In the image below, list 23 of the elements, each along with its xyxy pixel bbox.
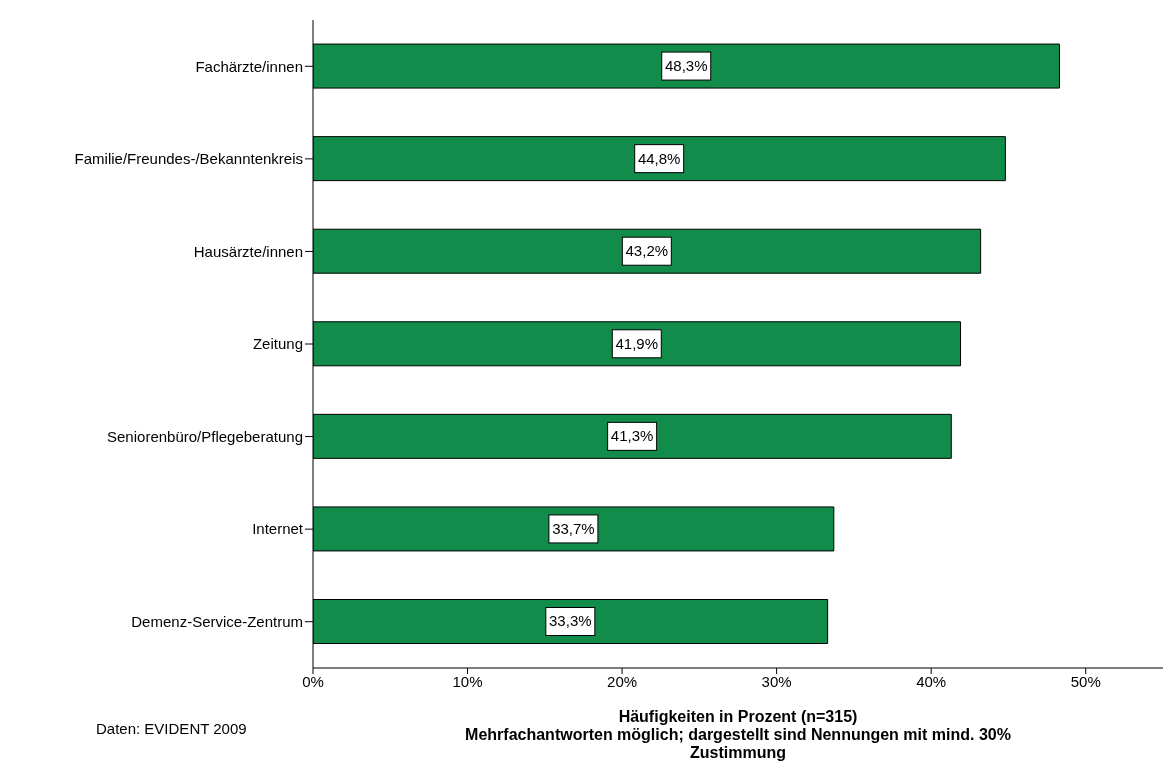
y-tick-label: Fachärzte/innen <box>195 57 303 75</box>
y-tick-label: Seniorenbüro/Pflegeberatung <box>107 427 303 445</box>
x-tick-label: 50% <box>1070 672 1101 690</box>
text: Mehrfachantworten möglich; dargestellt sind Nennungen mit mind. 30% Zustimmung <box>464 726 1012 762</box>
data-label: 41,9% <box>615 334 659 352</box>
data-label: 33,3% <box>549 612 592 630</box>
x-tick-label: 0% <box>302 672 324 690</box>
x-tick-label: 10% <box>452 672 483 690</box>
y-tick-label: Zeitung <box>252 335 303 353</box>
data-label: 44,8% <box>637 149 681 167</box>
x-tick-label: 40% <box>916 672 947 690</box>
text: Daten: EVIDENT 2009 <box>96 720 247 737</box>
y-tick-label: Demenz-Service-Zentrum <box>131 613 303 631</box>
y-tick-label: Internet <box>252 520 304 538</box>
y-tick-label: Familie/Freundes-/Bekanntenkreis <box>74 150 303 168</box>
x-tick-label: 20% <box>607 672 638 690</box>
data-label: 41,3% <box>610 427 654 445</box>
x-axis-title: Häufigkeiten in Prozent (n=315) <box>617 708 859 726</box>
y-tick-label: Hausärzte/innen <box>193 242 303 260</box>
data-label: 48,3% <box>664 57 708 75</box>
data-label: 33,7% <box>552 519 595 537</box>
x-tick-label: 30% <box>761 672 792 690</box>
data-label: 43,2% <box>625 242 669 260</box>
